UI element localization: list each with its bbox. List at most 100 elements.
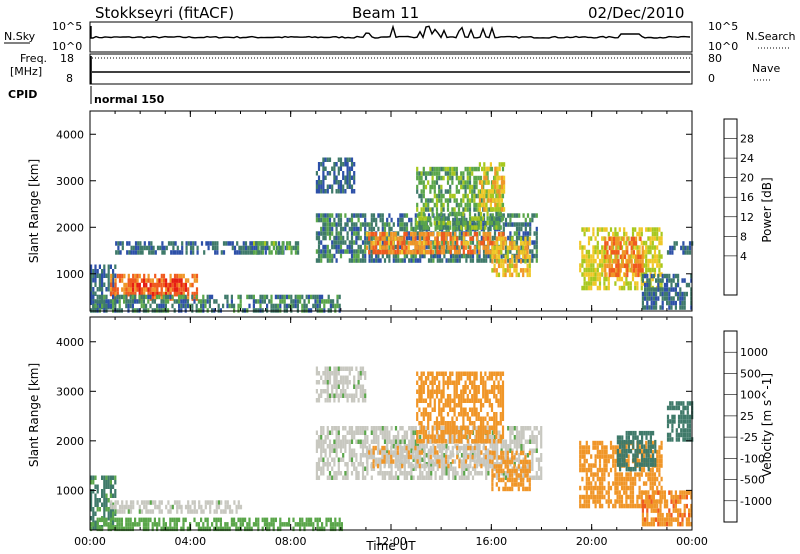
heatmap-cell — [94, 278, 97, 283]
heatmap-cell — [90, 291, 93, 296]
heatmap-cell — [399, 426, 402, 431]
heatmap-cell — [442, 445, 446, 451]
heatmap-cell — [175, 522, 178, 527]
heatmap-cell — [204, 299, 207, 304]
heatmap-cell — [526, 426, 530, 431]
heatmap-cell — [453, 407, 456, 412]
heatmap-cell — [416, 371, 419, 376]
heatmap-cell — [237, 294, 240, 300]
heatmap-cell — [491, 268, 494, 273]
heatmap-cell — [353, 430, 356, 435]
heatmap-cell — [476, 253, 479, 259]
heatmap-cell — [132, 287, 135, 292]
heatmap-cell — [495, 385, 498, 390]
heatmap-cell — [524, 439, 527, 444]
heatmap-cell — [408, 258, 411, 263]
heatmap-cell — [147, 526, 150, 532]
heatmap-cell — [193, 509, 196, 514]
heatmap-cell — [424, 175, 428, 181]
heatmap-cell — [615, 245, 618, 251]
heatmap-cell — [92, 511, 95, 516]
heatmap-cell — [229, 241, 232, 246]
heatmap-cell — [375, 426, 378, 431]
heatmap-cell — [420, 193, 423, 199]
heatmap-cell — [263, 522, 266, 527]
heatmap-cell — [348, 184, 351, 189]
heatmap-cell — [204, 504, 207, 510]
heatmap-cell — [187, 241, 190, 246]
heatmap-cell — [429, 445, 432, 451]
heatmap-cell — [353, 393, 356, 398]
heatmap-cell — [616, 245, 619, 250]
heatmap-cell — [451, 416, 454, 421]
heatmap-cell — [281, 250, 284, 255]
heatmap-cell — [447, 466, 450, 471]
heatmap-cell — [244, 241, 248, 246]
heatmap-cell — [331, 184, 334, 189]
heatmap-cell — [489, 435, 492, 440]
heatmap-cell — [333, 444, 336, 449]
heatmap-cell — [640, 227, 643, 232]
heatmap-cell — [585, 285, 588, 291]
heatmap-cell — [94, 308, 97, 313]
heatmap-cell — [587, 263, 591, 268]
heatmap-cell — [579, 240, 582, 246]
heatmap-cell — [455, 403, 458, 408]
heatmap-cell — [315, 231, 318, 236]
heatmap-cell — [592, 245, 595, 250]
heatmap-cell — [364, 453, 367, 458]
heatmap-cell — [482, 389, 485, 394]
heatmap-cell — [468, 175, 472, 181]
heatmap-cell — [366, 439, 369, 444]
heatmap-cell — [152, 245, 155, 251]
heatmap-cell — [420, 189, 423, 194]
heatmap-cell — [466, 193, 469, 199]
heatmap-cell — [422, 216, 425, 221]
heatmap-cell — [683, 296, 686, 301]
heatmap-cell — [432, 453, 435, 458]
heatmap-cell — [355, 231, 358, 236]
heatmap-cell — [416, 445, 419, 451]
heatmap-cell — [204, 526, 207, 532]
heatmap-cell — [94, 498, 97, 503]
heatmap-cell — [160, 509, 163, 514]
heatmap-cell — [477, 220, 480, 226]
heatmap-cell — [405, 471, 409, 476]
heatmap-cell — [195, 273, 199, 279]
heatmap-cell — [457, 371, 461, 376]
heatmap-cell — [635, 272, 638, 278]
heatmap-cell — [442, 207, 445, 212]
heatmap-cell — [107, 511, 110, 516]
heatmap-cell — [377, 213, 380, 218]
heatmap-cell — [617, 250, 620, 255]
heatmap-cell — [224, 294, 227, 300]
heatmap-cell — [440, 416, 443, 421]
heatmap-cell — [375, 430, 378, 435]
heatmap-cell — [515, 268, 518, 273]
heatmap-cell — [429, 189, 432, 194]
heatmap-cell — [337, 380, 340, 385]
heatmap-cell — [659, 305, 662, 310]
heatmap-cell — [383, 222, 387, 227]
heatmap-cell — [90, 502, 93, 507]
heatmap-cell — [372, 463, 375, 469]
heatmap-cell — [344, 180, 347, 185]
heatmap-cell — [342, 162, 345, 167]
heatmap-cell — [403, 466, 406, 471]
heatmap-cell — [403, 245, 406, 250]
heatmap-cell — [375, 258, 378, 263]
heatmap-cell — [248, 303, 251, 309]
heatmap-cell — [418, 231, 421, 237]
heatmap-cell — [598, 249, 602, 255]
heatmap-cell — [322, 249, 325, 254]
heatmap-cell — [482, 421, 485, 426]
heatmap-cell — [151, 299, 154, 304]
heatmap-cell — [420, 421, 423, 426]
heatmap-cell — [592, 267, 595, 273]
heatmap-cell — [449, 403, 452, 408]
heatmap-cell — [465, 453, 468, 458]
heatmap-cell — [489, 213, 492, 218]
heatmap-cell — [394, 236, 397, 241]
heatmap-cell — [478, 231, 481, 236]
heatmap-cell — [320, 258, 323, 263]
